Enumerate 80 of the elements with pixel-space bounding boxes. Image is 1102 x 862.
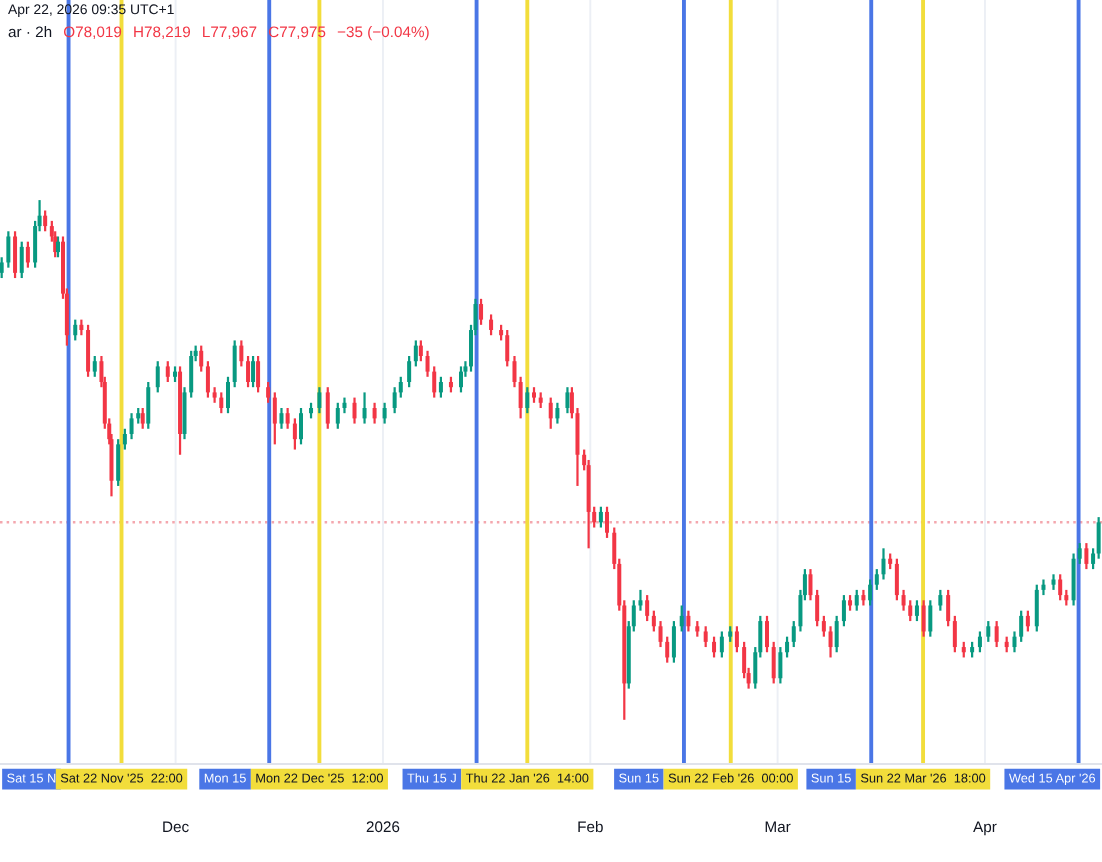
candlestick	[43, 209, 48, 233]
candlestick	[841, 593, 846, 628]
candlestick	[225, 375, 230, 415]
candlestick	[771, 640, 776, 685]
candlestick	[605, 505, 610, 540]
candlestick	[407, 354, 412, 389]
candlestick	[938, 588, 943, 612]
candlestick	[116, 438, 121, 488]
candlestick	[92, 354, 97, 378]
candlestick	[977, 630, 982, 654]
candlestick	[362, 391, 367, 425]
candlestick	[679, 604, 684, 633]
candlestick	[239, 339, 244, 368]
candlestick	[272, 391, 277, 446]
candlestick	[438, 375, 443, 399]
candlestick	[246, 354, 251, 389]
candlestick	[256, 354, 261, 394]
candlestick	[703, 625, 708, 649]
candlestick	[292, 417, 297, 451]
candlestick	[458, 365, 463, 394]
candlestick	[1034, 583, 1039, 633]
candlestick	[251, 354, 256, 389]
candlestick	[317, 386, 322, 415]
candlestick	[986, 619, 991, 643]
candlestick	[555, 401, 560, 425]
candlestick	[219, 391, 224, 415]
candlestick	[382, 401, 387, 425]
candlestick	[778, 645, 783, 685]
candlestick	[205, 360, 210, 399]
candlestick	[335, 401, 340, 430]
candlestick	[565, 386, 570, 415]
candlestick	[140, 406, 145, 430]
candlestick	[25, 240, 30, 269]
candlestick	[479, 297, 484, 326]
candlestick	[165, 360, 170, 384]
candlestick	[86, 323, 91, 378]
candlestick	[785, 635, 790, 659]
candlestick	[946, 588, 951, 628]
candlestick	[155, 360, 160, 394]
candlestick	[928, 599, 933, 638]
candlestick	[854, 588, 859, 612]
candlestick	[952, 614, 957, 654]
candlestick	[994, 619, 999, 649]
candlestick	[19, 240, 24, 280]
candlestick	[598, 505, 603, 529]
candlestick	[372, 401, 377, 425]
candlestick	[13, 230, 18, 280]
candlestick	[645, 593, 650, 623]
candlestick	[671, 619, 676, 664]
candlestick	[712, 635, 717, 659]
candlestick	[232, 339, 237, 389]
candlestick	[325, 386, 330, 430]
candlestick	[914, 599, 919, 623]
candlestick	[548, 396, 553, 430]
candlestick	[199, 344, 204, 373]
candlestick	[1058, 573, 1063, 602]
candlestick	[764, 614, 769, 654]
candlestick	[146, 380, 151, 430]
candlestick	[129, 412, 134, 441]
candlestick	[279, 406, 284, 430]
candlestick	[352, 396, 357, 425]
candlestick	[868, 578, 873, 607]
candlestick	[525, 386, 530, 415]
candlestick	[489, 313, 494, 337]
candlestick	[285, 406, 290, 430]
candlestick	[586, 458, 591, 550]
candlestick	[413, 339, 418, 368]
candlestick	[734, 625, 739, 654]
candlestick	[531, 386, 537, 404]
candlestick	[266, 380, 271, 404]
candlestick	[921, 599, 926, 638]
candlestick	[719, 630, 724, 659]
candlestick	[298, 406, 304, 446]
candlestick	[1084, 542, 1089, 571]
candlestick	[686, 609, 691, 633]
candlestick	[828, 625, 833, 659]
candlestick	[505, 328, 510, 368]
candlestick	[73, 318, 78, 342]
candlestick	[834, 614, 839, 654]
candlestick	[1025, 609, 1030, 633]
